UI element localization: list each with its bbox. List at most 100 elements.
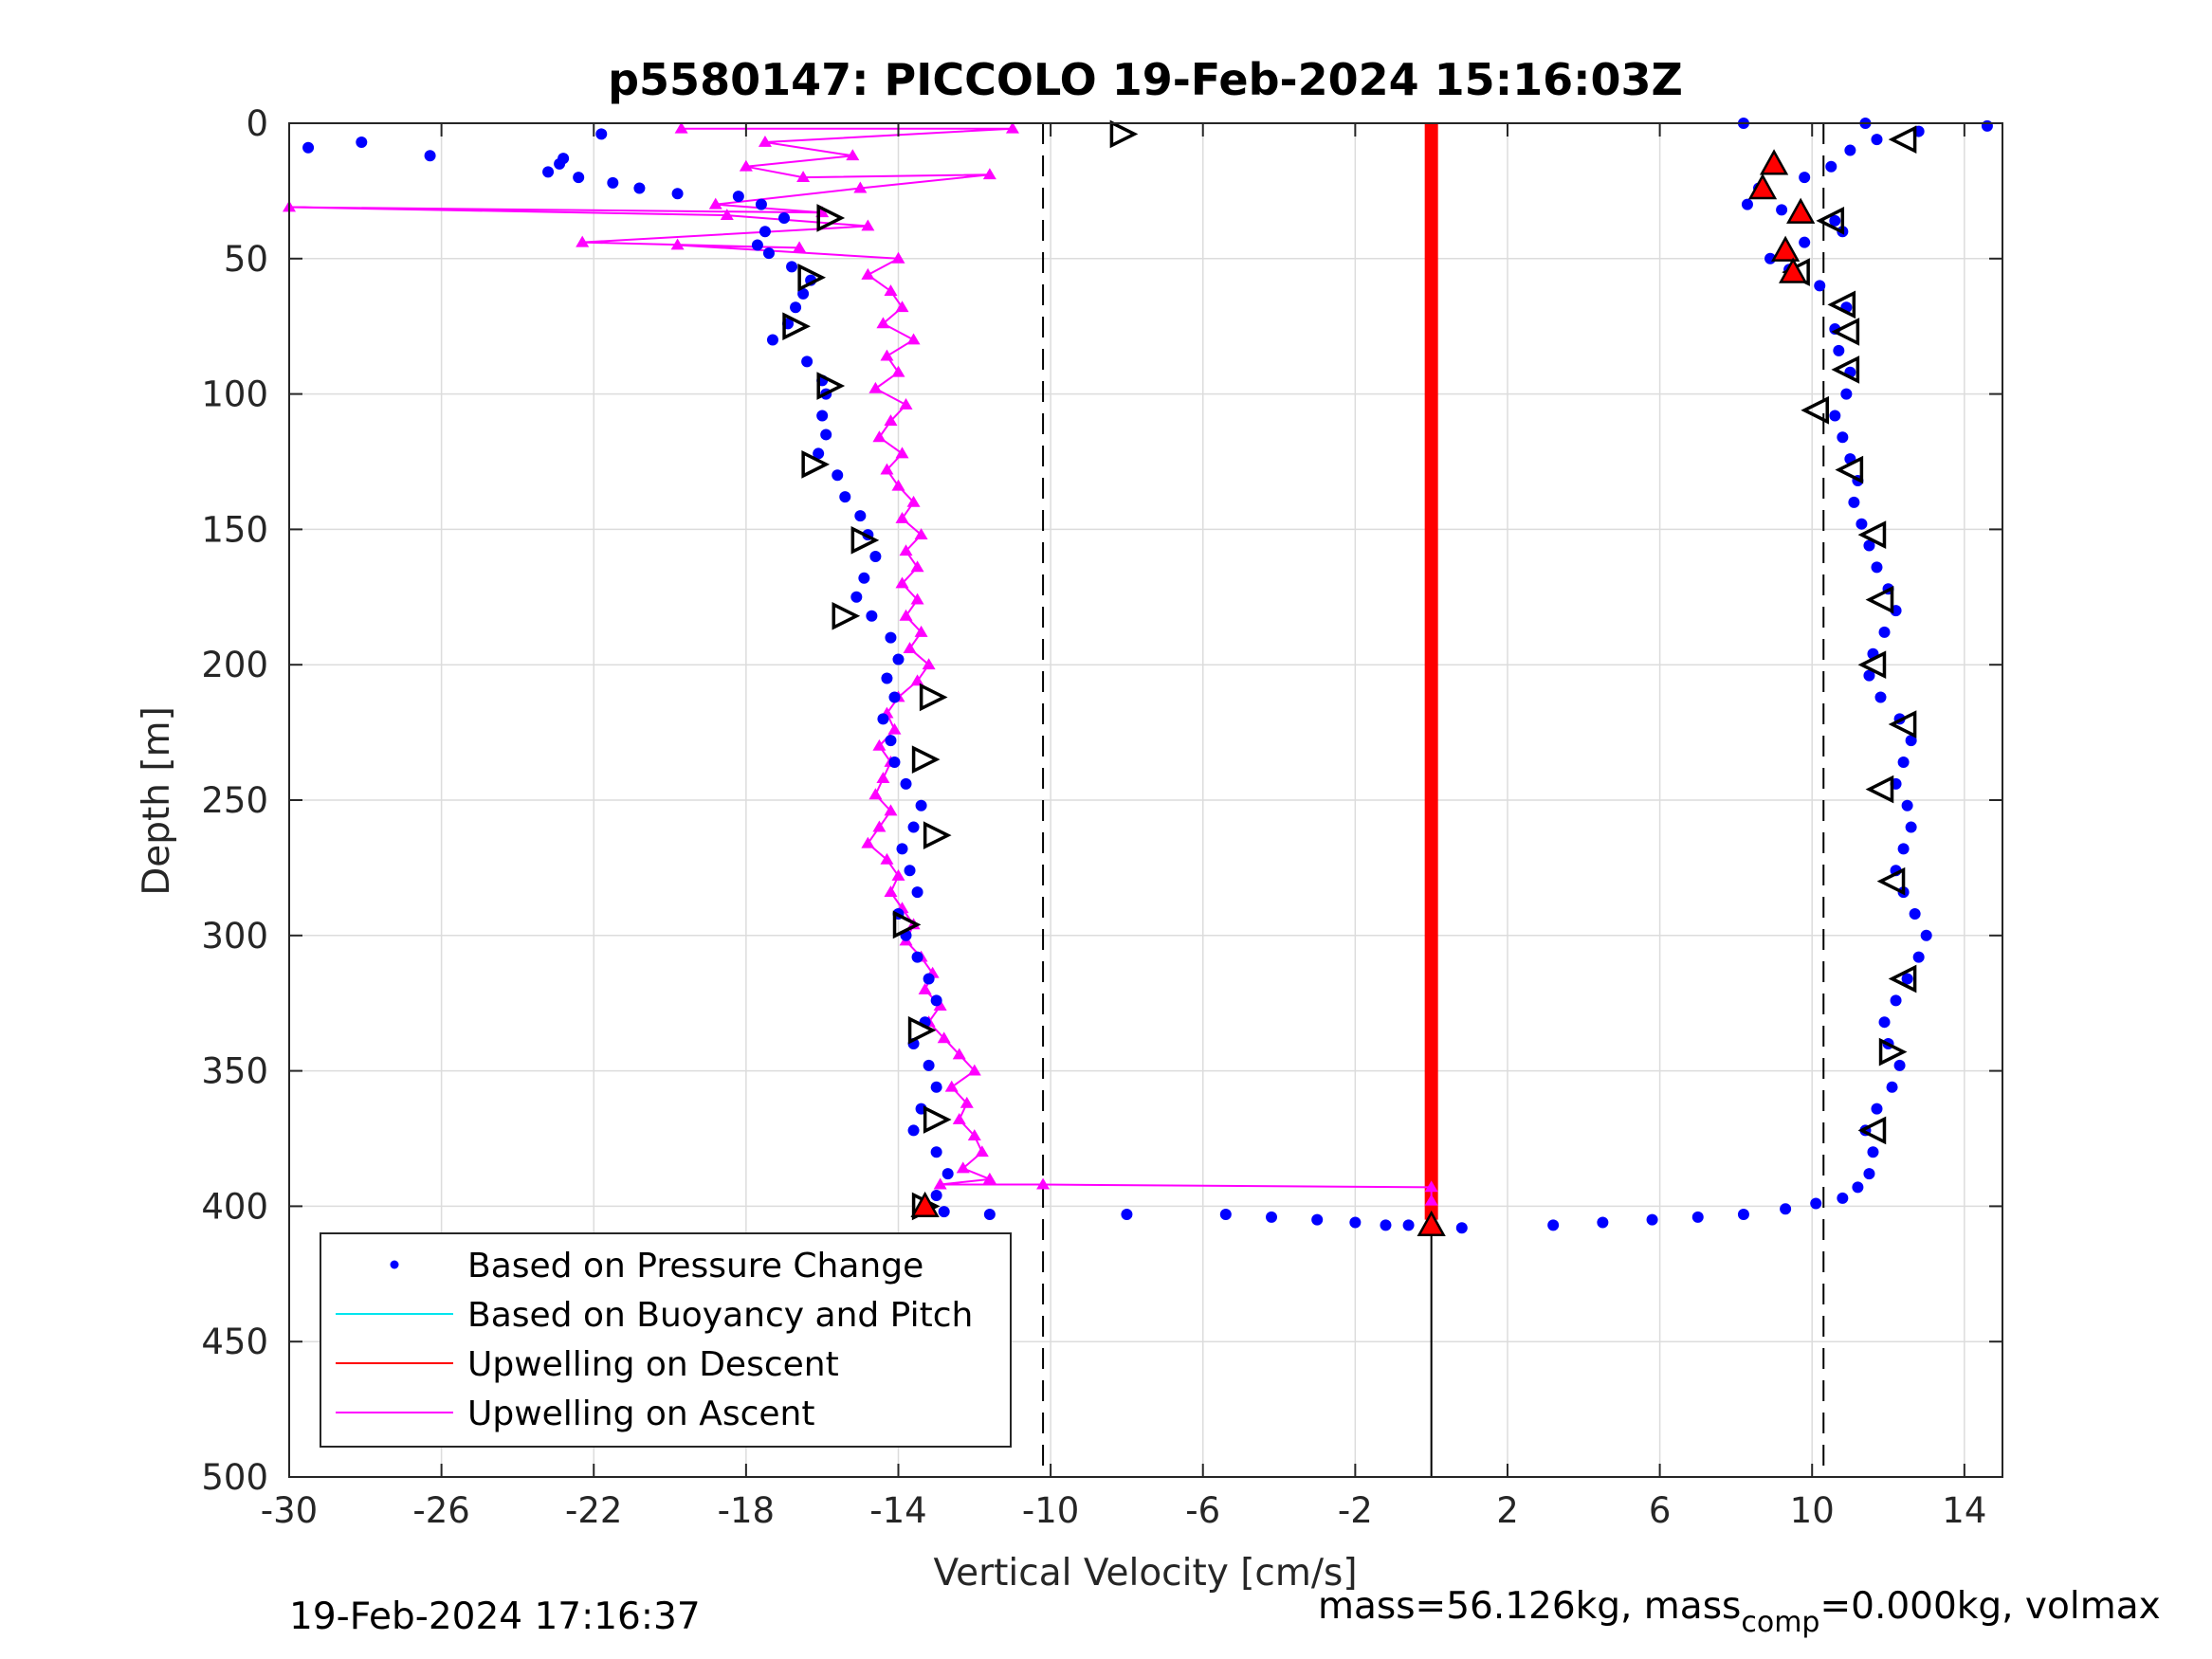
pressure-change-point (1547, 1219, 1560, 1231)
upwelling-ascent-marker (910, 674, 924, 686)
pressure-change-point (766, 334, 778, 346)
pressure-change-point (1799, 172, 1811, 184)
pressure-change-point (850, 591, 863, 603)
upwelling-ascent-marker (891, 251, 905, 264)
upwelling-ascent-marker (891, 479, 905, 491)
pressure-change-point (1901, 799, 1913, 811)
upwelling-ascent-marker (982, 168, 996, 180)
pressure-change-point (1897, 843, 1910, 855)
pressure-change-point (854, 510, 867, 522)
pressure-change-point (1837, 1192, 1849, 1204)
x-tick-label: -30 (261, 1490, 318, 1531)
buoyancy-pitch-marker (850, 525, 880, 555)
upwelling-ascent-marker (884, 885, 898, 898)
pressure-change-point (930, 1189, 942, 1201)
legend-label: Based on Pressure Change (467, 1247, 923, 1285)
footer-timestamp: 19-Feb-2024 17:16:37 (289, 1595, 701, 1638)
pressure-change-point (1840, 388, 1853, 400)
upwelling-ascent-marker (914, 625, 928, 637)
upwelling-ascent-marker (884, 804, 898, 816)
buoyancy-pitch-marker (1876, 866, 1906, 896)
upwelling-descent-marker (1779, 257, 1808, 283)
pressure-change-point (888, 691, 901, 703)
buoyancy-pitch-marker (801, 450, 831, 479)
buoyancy-pitch-marker (1878, 1037, 1908, 1066)
upwelling-ascent-marker (982, 1172, 996, 1184)
upwelling-descent-marker (1770, 235, 1801, 262)
upwelling-ascent-marker (975, 1145, 989, 1158)
pressure-change-point (302, 141, 315, 154)
upwelling-ascent-marker (861, 836, 875, 848)
upwelling-ascent-marker (933, 1177, 947, 1190)
pressure-change-point (869, 550, 882, 562)
pressure-change-point (1776, 204, 1788, 216)
upwelling-ascent-marker (933, 999, 947, 1011)
upwelling-ascent-marker (967, 1129, 981, 1141)
upwelling-ascent-marker (1424, 1194, 1438, 1206)
pressure-change-point (1897, 757, 1910, 769)
pressure-change-point (1829, 214, 1841, 227)
upwelling-ascent-marker (918, 982, 932, 994)
legend-box (320, 1232, 1012, 1448)
x-axis-label: Vertical Velocity [cm/s] (933, 1552, 1357, 1595)
y-tick-label: 350 (201, 1051, 268, 1092)
pressure-change-point (1871, 134, 1883, 146)
upwelling-ascent-marker (880, 349, 894, 361)
upwelling-ascent-marker (853, 181, 868, 193)
buoyancy-pitch-marker (892, 910, 922, 939)
buoyancy-pitch-marker (923, 821, 952, 849)
plot-data (283, 118, 1993, 1477)
pressure-change-point (1741, 198, 1753, 210)
x-tick-label: -26 (412, 1490, 469, 1531)
upwelling-ascent-marker (1424, 1180, 1438, 1193)
pressure-change-point (759, 226, 771, 238)
pressure-change-point (900, 777, 912, 790)
upwelling-ascent-marker (576, 235, 590, 247)
upwelling-ascent-marker (670, 238, 685, 250)
pressure-change-point (1912, 951, 1925, 963)
pressure-change-point (881, 672, 893, 684)
pressure-change-point (1455, 1222, 1468, 1234)
x-tick-label: -6 (1185, 1490, 1220, 1531)
y-tick-label: 450 (201, 1322, 268, 1362)
pressure-change-point (1856, 518, 1868, 530)
x-tick-label: -22 (565, 1490, 622, 1531)
buoyancy-pitch-marker (923, 1105, 952, 1134)
pressure-change-point (907, 821, 920, 833)
pressure-change-point (356, 136, 368, 148)
legend-label: Upwelling on Ascent (467, 1395, 814, 1433)
pressure-change-point (1844, 144, 1856, 156)
upwelling-ascent-marker (906, 495, 921, 507)
pressure-change-point (1901, 973, 1913, 985)
pressure-change-point (1852, 1181, 1864, 1194)
pressure-change-point (633, 182, 646, 194)
pressure-change-point (1780, 1203, 1792, 1215)
buoyancy-pitch-marker (816, 372, 846, 400)
pressure-change-point (923, 973, 935, 985)
buoyancy-pitch-marker (832, 601, 861, 630)
pressure-change-point (820, 428, 832, 441)
upwelling-descent-marker (1747, 173, 1778, 200)
upwelling-ascent-marker (967, 1064, 981, 1076)
upwelling-ascent-marker (895, 301, 909, 313)
x-tick-label: 10 (1790, 1490, 1835, 1531)
y-tick-label: 200 (201, 645, 268, 685)
pressure-change-point (885, 631, 897, 644)
pressure-change-point (1909, 907, 1921, 920)
upwelling-ascent-marker (758, 135, 772, 147)
upwelling-ascent-marker (895, 511, 909, 523)
pressure-change-point (839, 491, 851, 503)
x-tick-label: 14 (1942, 1490, 1986, 1531)
upwelling-ascent-marker (796, 171, 811, 183)
pressure-change-point (1905, 735, 1917, 747)
pressure-change-point (911, 886, 923, 899)
chart-title: p5580147: PICCOLO 19-Feb-2024 15:16:03Z (608, 54, 1683, 105)
pressure-change-point (801, 356, 814, 368)
upwelling-ascent-marker (876, 772, 890, 784)
pressure-change-point (1814, 280, 1826, 292)
buoyancy-pitch-marker (1801, 395, 1829, 425)
pressure-change-point (1829, 410, 1841, 422)
upwelling-ascent-marker (861, 267, 875, 280)
upwelling-ascent-marker (739, 159, 753, 172)
pressure-change-point (1799, 236, 1811, 248)
